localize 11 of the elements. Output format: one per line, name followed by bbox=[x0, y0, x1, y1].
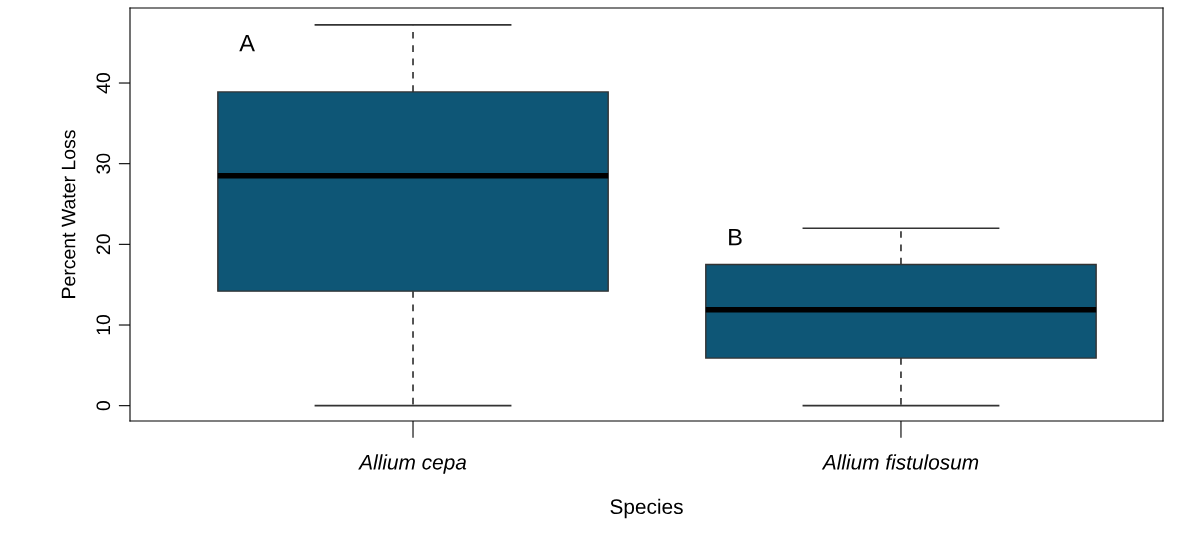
y-axis-title: Percent Water Loss bbox=[61, 130, 76, 298]
x-axis-title: Species bbox=[610, 498, 683, 519]
y-tick-label: 0 bbox=[96, 401, 111, 411]
annotation: A bbox=[239, 34, 255, 52]
annotation: B bbox=[729, 228, 742, 246]
y-tick-label: 40 bbox=[96, 72, 111, 94]
y-tick-label: 10 bbox=[96, 314, 111, 335]
y-tick-label: 30 bbox=[96, 153, 111, 174]
x-tick-label: Allium fistulosum bbox=[821, 454, 979, 470]
x-tick-label: Allium cepa bbox=[358, 454, 467, 474]
y-tick-label: 20 bbox=[96, 234, 111, 255]
